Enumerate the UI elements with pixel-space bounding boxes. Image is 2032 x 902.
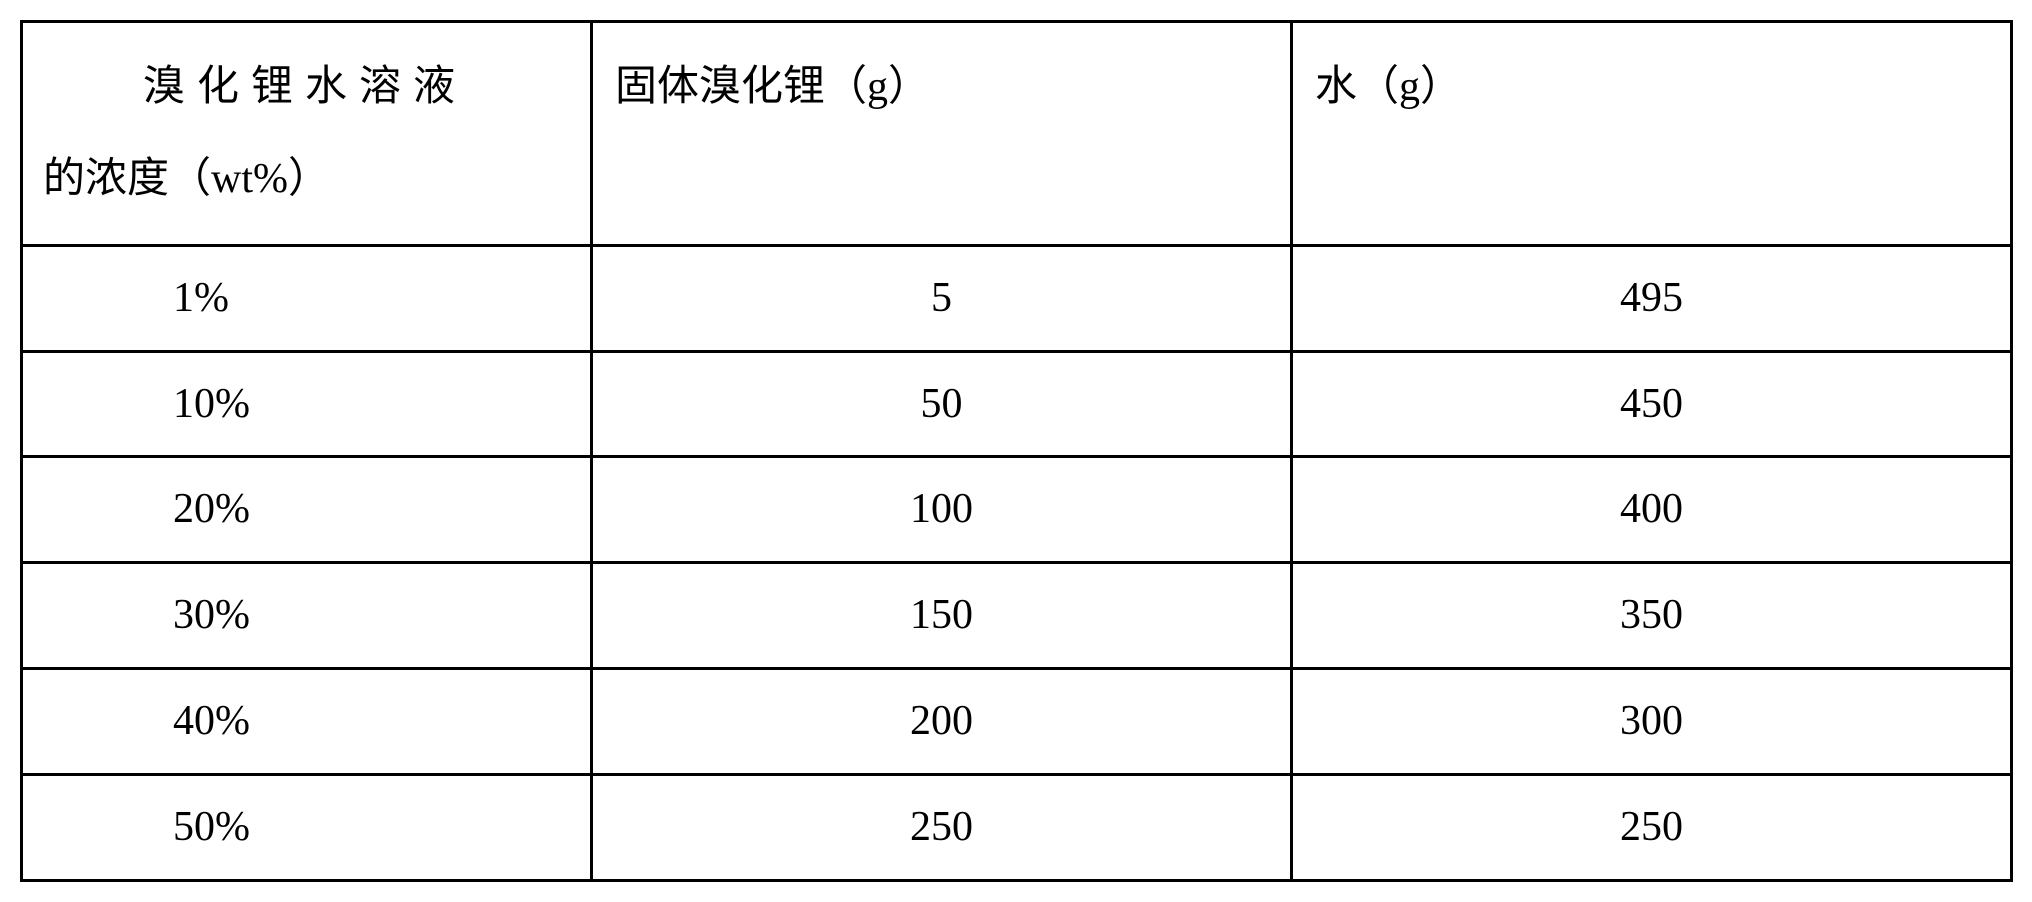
- cell-concentration: 30%: [22, 563, 592, 669]
- cell-concentration: 10%: [22, 351, 592, 457]
- cell-concentration: 40%: [22, 668, 592, 774]
- cell-concentration: 20%: [22, 457, 592, 563]
- cell-water: 450: [1292, 351, 2012, 457]
- table-header-row: 溴化锂水溶液 的浓度（wt%） 固体溴化锂（g） 水（g）: [22, 22, 2012, 246]
- table-row: 1% 5 495: [22, 245, 2012, 351]
- cell-solid-libr: 100: [592, 457, 1292, 563]
- cell-water: 300: [1292, 668, 2012, 774]
- header-text: 固体溴化锂（g）: [615, 64, 930, 110]
- cell-water: 400: [1292, 457, 2012, 563]
- table-row: 10% 50 450: [22, 351, 2012, 457]
- cell-solid-libr: 50: [592, 351, 1292, 457]
- cell-concentration: 50%: [22, 774, 592, 880]
- table-header: 溴化锂水溶液 的浓度（wt%） 固体溴化锂（g） 水（g）: [22, 22, 2012, 246]
- column-header-concentration: 溴化锂水溶液 的浓度（wt%）: [22, 22, 592, 246]
- table-row: 30% 150 350: [22, 563, 2012, 669]
- cell-concentration: 1%: [22, 245, 592, 351]
- column-header-water: 水（g）: [1292, 22, 2012, 246]
- cell-solid-libr: 150: [592, 563, 1292, 669]
- cell-solid-libr: 250: [592, 774, 1292, 880]
- header-line1: 溴化锂水溶液: [143, 64, 467, 110]
- header-line2: 的浓度（wt%）: [43, 133, 568, 225]
- header-text: 水（g）: [1315, 64, 1462, 110]
- column-header-solid-libr: 固体溴化锂（g）: [592, 22, 1292, 246]
- table-row: 20% 100 400: [22, 457, 2012, 563]
- table-row: 50% 250 250: [22, 774, 2012, 880]
- table-row: 40% 200 300: [22, 668, 2012, 774]
- cell-solid-libr: 200: [592, 668, 1292, 774]
- cell-water: 495: [1292, 245, 2012, 351]
- cell-water: 350: [1292, 563, 2012, 669]
- cell-water: 250: [1292, 774, 2012, 880]
- table-body: 1% 5 495 10% 50 450 20% 100 400 30% 150 …: [22, 245, 2012, 880]
- libr-solution-table: 溴化锂水溶液 的浓度（wt%） 固体溴化锂（g） 水（g） 1% 5 495 1…: [20, 20, 2013, 882]
- cell-solid-libr: 5: [592, 245, 1292, 351]
